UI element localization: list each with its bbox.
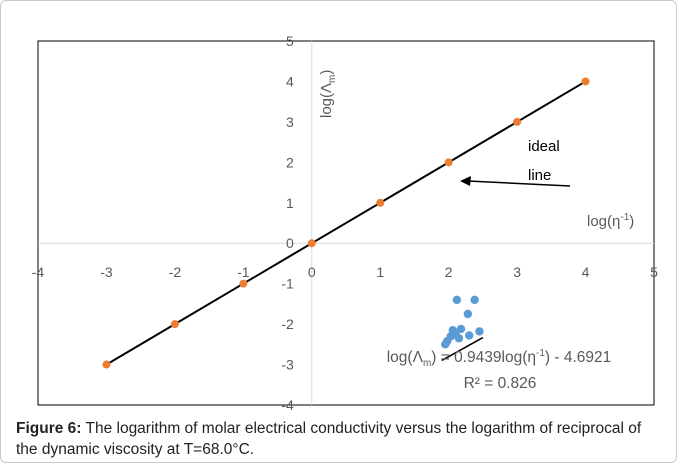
x-tick-label: -4 xyxy=(32,264,45,280)
ideal-line xyxy=(105,80,587,366)
annotation-arrow xyxy=(467,180,571,187)
y-axis-label-text: ) xyxy=(318,70,335,75)
x-axis-label-text: log(η xyxy=(587,213,620,230)
y-tick-label: 4 xyxy=(286,73,294,89)
data-point xyxy=(454,334,464,343)
ideal-point xyxy=(513,117,522,126)
ideal-point xyxy=(581,77,590,86)
y-tick-label: -2 xyxy=(281,316,294,332)
equation-text: log(Λ xyxy=(387,349,424,366)
axes xyxy=(38,41,654,405)
caption-label: Figure 6: xyxy=(16,420,82,437)
x-tick-label: 0 xyxy=(308,264,316,280)
data-point xyxy=(465,331,474,340)
x-axis-label-text: ) xyxy=(629,213,634,230)
y-axis-label-sub: m xyxy=(327,75,338,83)
x-tick-label: 1 xyxy=(376,264,384,280)
trendline xyxy=(441,336,484,362)
data-marks xyxy=(102,77,590,369)
x-tick-label: -3 xyxy=(100,264,113,280)
ideal-line-annotation: line xyxy=(528,167,551,184)
trendline-equation: log(Λm) = 0.9439log(η-1) - 4.6921 xyxy=(387,348,612,369)
y-tick-label: 1 xyxy=(286,195,294,211)
x-tick-label: 4 xyxy=(582,264,590,280)
equation-text: ) - 4.6921 xyxy=(545,349,611,366)
tick-labels: -4 -3 -2 -1 0 1 2 3 4 5 -4 -3 -2 -1 0 1 2 3 4 5 xyxy=(32,33,658,413)
y-axis-label: log(Λm) xyxy=(318,70,338,118)
y-tick-label: -1 xyxy=(281,276,294,292)
equation-text: ) = 0.9439log(η xyxy=(431,349,536,366)
x-tick-label: -2 xyxy=(169,264,182,280)
equation-sup: -1 xyxy=(536,348,545,359)
x-axis-label-sup: -1 xyxy=(620,212,629,223)
x-tick-label: 3 xyxy=(513,264,521,280)
y-tick-label: 0 xyxy=(286,235,294,251)
plot-area-border xyxy=(37,40,655,406)
x-tick-label: -1 xyxy=(237,264,250,280)
ideal-point xyxy=(376,198,385,207)
ideal-point xyxy=(239,279,248,288)
x-axis-label: log(η-1) xyxy=(587,212,634,230)
data-point xyxy=(475,327,484,336)
caption-text: The logarithm of molar electrical conduc… xyxy=(16,420,642,458)
y-tick-label: 2 xyxy=(286,154,294,170)
ideal-point xyxy=(307,239,316,248)
data-point xyxy=(456,324,466,334)
data-point xyxy=(470,295,479,305)
x-tick-label: 5 xyxy=(650,264,658,280)
data-point xyxy=(452,295,462,305)
y-tick-label: 5 xyxy=(286,33,294,49)
equation-sub: m xyxy=(423,358,431,369)
ideal-line-annotation: ideal xyxy=(528,138,560,155)
y-tick-label: -3 xyxy=(281,357,294,373)
annotation-arrowhead xyxy=(460,176,471,186)
x-tick-label: 2 xyxy=(445,264,453,280)
data-point xyxy=(463,309,473,319)
data-point xyxy=(448,325,457,335)
y-tick-label: 3 xyxy=(286,114,294,130)
ideal-point xyxy=(444,158,453,167)
figure-caption: Figure 6: The logarithm of molar electri… xyxy=(16,418,666,460)
y-axis-label-text: log(Λ xyxy=(318,83,335,118)
ideal-point xyxy=(170,320,179,329)
y-tick-label: -4 xyxy=(281,397,294,413)
ideal-point xyxy=(102,360,111,369)
r-squared: R² = 0.826 xyxy=(464,375,537,392)
